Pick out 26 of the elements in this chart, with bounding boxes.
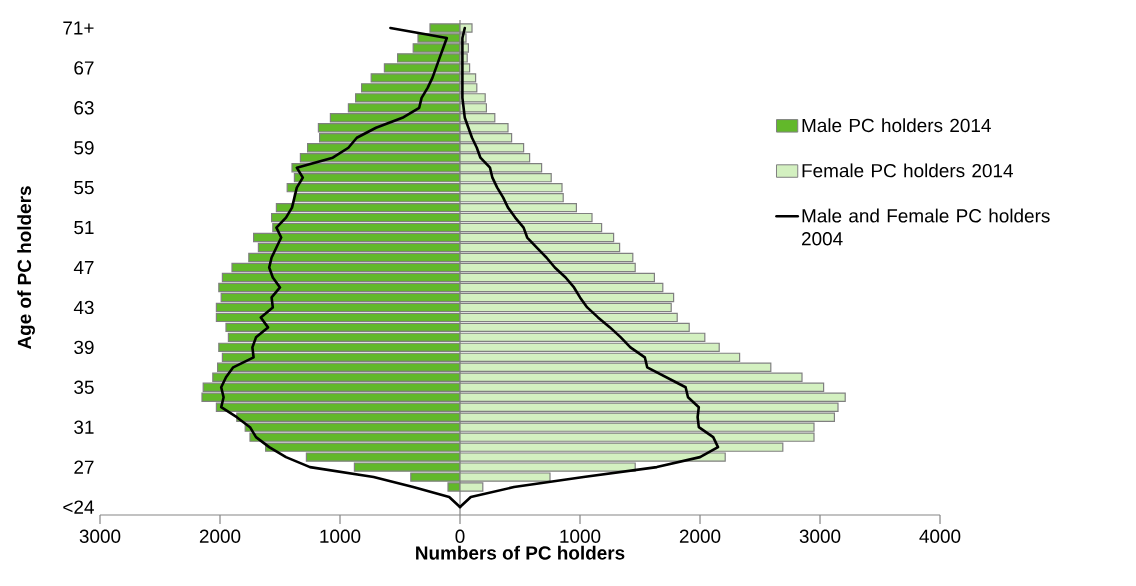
y-tick-label: 43 <box>73 300 94 315</box>
y-tick-label: <24 <box>63 500 94 514</box>
x-tick-label: 3000 <box>79 529 121 543</box>
x-tick-label: 4000 <box>919 529 961 543</box>
y-tick-label: 71+ <box>63 21 94 35</box>
y-tick-label: 35 <box>74 380 94 394</box>
y-tick-label: 51 <box>74 220 94 235</box>
x-tick-label: 0 <box>455 529 465 543</box>
x-tick-label: 2000 <box>679 529 721 543</box>
x-tick-label: 1000 <box>560 529 601 543</box>
legend-label: Male PC holders 2014 <box>802 118 991 133</box>
legend-label: Female PC holders 2014 <box>802 163 1013 178</box>
y-tick-label: 63 <box>74 101 94 115</box>
x-tick-label: 3000 <box>799 529 841 543</box>
x-axis-title: Numbers of PC holders <box>416 545 625 560</box>
y-tick-label: 31 <box>74 420 94 434</box>
y-tick-label: 55 <box>74 181 94 195</box>
legend-label: Male and Female PC holders 2004 <box>802 208 1050 246</box>
x-tick-label: 2000 <box>199 529 241 543</box>
y-tick-label: 27 <box>74 460 94 474</box>
y-tick-label: 67 <box>74 61 94 75</box>
x-tick-label: 1000 <box>320 529 361 543</box>
y-tick-label: 47 <box>73 260 94 275</box>
y-tick-label: 39 <box>74 340 94 355</box>
y-axis-title: Age of PC holders <box>17 186 35 350</box>
y-tick-label: 59 <box>74 141 94 155</box>
